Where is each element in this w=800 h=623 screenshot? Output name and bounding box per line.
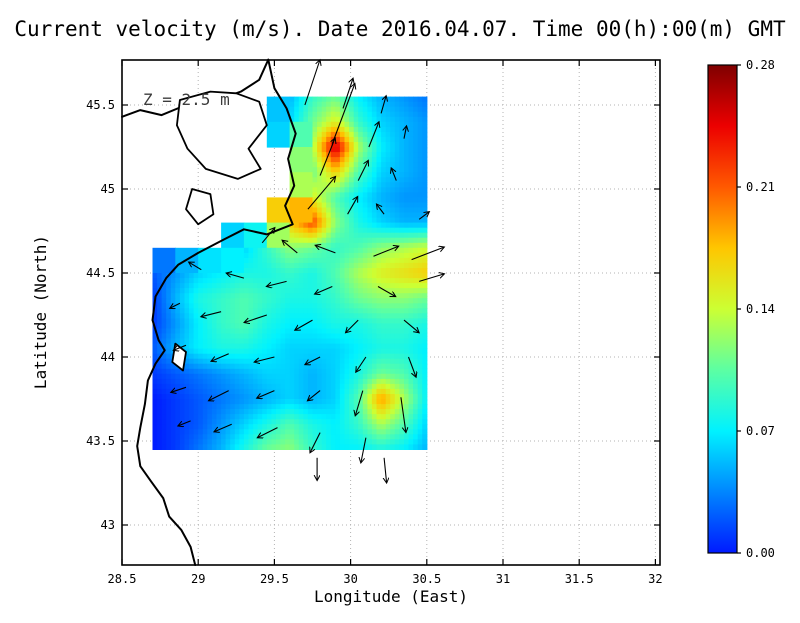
colorbar-tick-label: 0.28 bbox=[746, 58, 775, 72]
current-arrow bbox=[373, 246, 399, 257]
current-arrow bbox=[380, 96, 386, 114]
current-arrow bbox=[391, 168, 397, 181]
colorbar: 0.00 0.07 0.14 0.21 0.28 bbox=[707, 58, 775, 560]
current-arrow bbox=[361, 437, 367, 463]
current-arrow bbox=[211, 353, 229, 362]
current-arrow bbox=[171, 386, 187, 392]
current-arrow bbox=[411, 247, 445, 261]
y-tick-label: 44.5 bbox=[86, 266, 115, 280]
current-arrow bbox=[403, 319, 419, 333]
current-arrows-layer bbox=[170, 60, 444, 483]
current-arrow bbox=[254, 356, 275, 362]
y-tick-label: 44 bbox=[101, 350, 115, 364]
current-arrow bbox=[257, 390, 275, 399]
current-arrow bbox=[304, 60, 320, 106]
current-arrow bbox=[355, 390, 364, 416]
x-tick-label: 31.5 bbox=[565, 572, 594, 586]
current-arrow bbox=[174, 344, 187, 350]
velocity-heatmap-layer bbox=[152, 96, 428, 450]
lagoon-shape bbox=[185, 188, 215, 226]
current-arrow bbox=[384, 457, 387, 483]
current-arrow bbox=[404, 126, 407, 139]
current-arrow bbox=[178, 420, 191, 426]
current-arrow bbox=[377, 204, 385, 215]
current-arrow bbox=[310, 432, 321, 453]
colorbar-tick-label: 0.00 bbox=[746, 546, 775, 560]
y-tick-label: 43 bbox=[101, 518, 115, 532]
current-arrow bbox=[214, 423, 232, 432]
axes-frame-layer: 28.5 29 29.5 30 30.5 31 31.5 32 43 43.5 44 44.5 45 45… bbox=[86, 59, 663, 586]
coastline-layer bbox=[121, 58, 297, 566]
x-tick-label: 30.5 bbox=[412, 572, 441, 586]
current-arrow bbox=[295, 319, 313, 330]
y-tick-label: 43.5 bbox=[86, 434, 115, 448]
axes-frame bbox=[121, 59, 661, 566]
current-arrow bbox=[261, 228, 275, 244]
current-arrow bbox=[209, 390, 229, 401]
colorbar-tick-label: 0.14 bbox=[746, 302, 775, 316]
colorbar-tick-label: 0.21 bbox=[746, 180, 775, 194]
current-arrow bbox=[307, 177, 336, 210]
plot-title: Current velocity (m/s). Date 2016.04.07.… bbox=[14, 17, 786, 41]
current-arrow bbox=[308, 390, 321, 401]
x-axis-label: Longitude (East) bbox=[314, 587, 468, 606]
current-arrow bbox=[418, 212, 429, 220]
x-tick-label: 31 bbox=[496, 572, 510, 586]
current-arrow bbox=[346, 319, 359, 333]
x-tick-label: 30 bbox=[343, 572, 357, 586]
current-arrow bbox=[419, 274, 444, 282]
current-arrow bbox=[315, 285, 333, 295]
current-arrow bbox=[170, 302, 181, 308]
x-tick-label: 29.5 bbox=[260, 572, 289, 586]
x-tick-label: 32 bbox=[648, 572, 662, 586]
current-arrow bbox=[347, 197, 358, 215]
colorbar-tick-label: 0.07 bbox=[746, 424, 775, 438]
current-arrow bbox=[377, 286, 396, 297]
y-tick-label: 45.5 bbox=[86, 98, 115, 112]
y-axis-label: Latitude (North) bbox=[31, 235, 50, 389]
current-arrow bbox=[331, 84, 355, 144]
x-tick-label: 29 bbox=[191, 572, 205, 586]
current-arrow bbox=[244, 314, 267, 323]
colorbar-gradient bbox=[708, 65, 737, 553]
current-arrow bbox=[267, 280, 287, 286]
depth-annotation: Z = 2.5 m bbox=[143, 90, 230, 109]
current-arrow bbox=[305, 356, 321, 365]
current-arrow bbox=[189, 262, 202, 271]
current-arrow bbox=[258, 427, 278, 438]
y-tick-label: 45 bbox=[101, 182, 115, 196]
current-arrow bbox=[319, 138, 335, 176]
current-arrow bbox=[226, 273, 245, 279]
current-arrow bbox=[400, 397, 406, 432]
current-arrow bbox=[315, 245, 336, 254]
current-arrow bbox=[368, 122, 379, 148]
x-tick-label: 28.5 bbox=[108, 572, 137, 586]
current-arrow bbox=[201, 311, 222, 317]
current-arrow bbox=[356, 356, 367, 372]
lagoon-shape bbox=[176, 90, 268, 180]
coastline-path bbox=[136, 58, 297, 566]
current-arrow bbox=[282, 240, 298, 254]
current-arrow bbox=[357, 161, 368, 181]
current-arrow bbox=[407, 356, 417, 377]
